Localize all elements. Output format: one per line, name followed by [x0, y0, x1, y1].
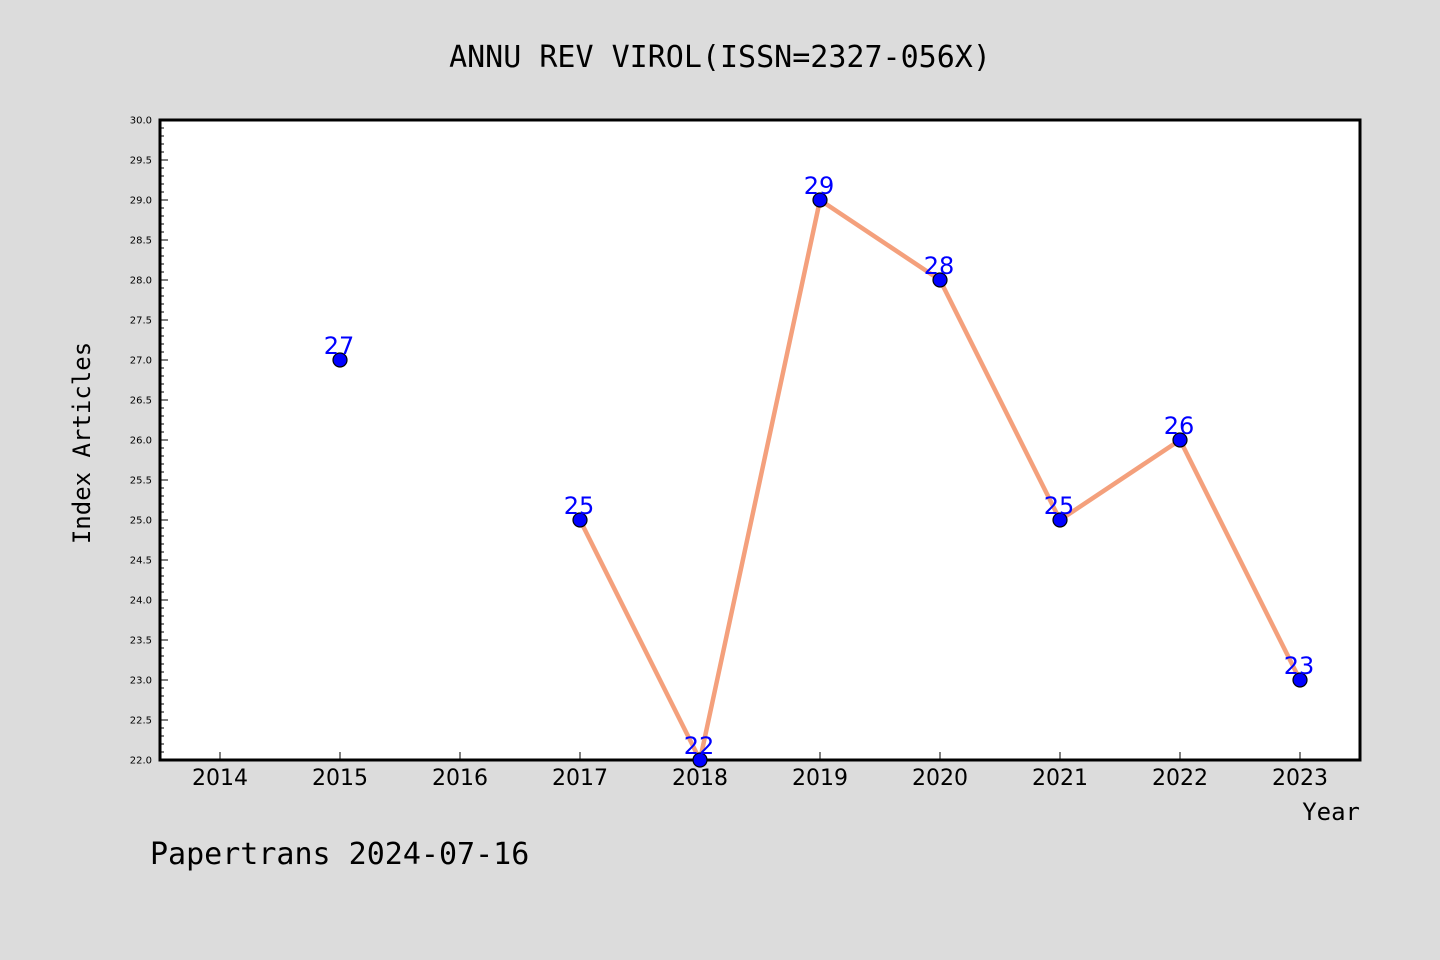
series-line-segment: [817, 197, 943, 283]
data-point: [572, 512, 588, 528]
y-tick-label: 23.5: [130, 636, 152, 647]
series-lines: [577, 197, 1303, 763]
series-line-segment: [1177, 437, 1303, 683]
data-point: [692, 752, 708, 768]
footer-text: Papertrans 2024-07-16: [150, 837, 529, 872]
x-tick-label: 2014: [192, 766, 248, 791]
y-tick-label: 28.5: [130, 236, 152, 247]
data-label: 23: [1284, 652, 1315, 680]
data-label: 26: [1164, 412, 1195, 440]
y-tick-label: 24.0: [130, 596, 152, 607]
data-label: 28: [924, 252, 955, 280]
y-axis: 22.0 22.5 23.0 23.5 24.0 24.5 25.0 25.5 26.0 26.5…: [130, 116, 168, 767]
x-tick-label: 2018: [672, 766, 728, 791]
x-tick-label: 2020: [912, 766, 968, 791]
y-tick-label: 25.0: [130, 516, 152, 527]
y-tick-label: 29.0: [130, 196, 152, 207]
y-tick-label: 30.0: [130, 116, 152, 127]
x-axis-label: Year: [1302, 798, 1360, 826]
data-point: [812, 192, 828, 208]
y-tick-label: 27.0: [130, 356, 152, 367]
series-line-segment: [1057, 437, 1183, 523]
plot-area: [158, 118, 1362, 762]
data-labels: 27 25 22 29 28 25 26 23: [324, 172, 1315, 760]
y-tick-label: 25.5: [130, 476, 152, 487]
data-point: [1172, 432, 1188, 448]
y-tick-label: 29.5: [130, 156, 152, 167]
series-points: [332, 192, 1308, 768]
x-tick-label: 2023: [1272, 766, 1328, 791]
y-tick-label: 26.5: [130, 396, 152, 407]
y-tick-label: 22.0: [130, 756, 152, 767]
data-point: [332, 352, 348, 368]
y-tick-label: 26.0: [130, 436, 152, 447]
x-tick-label: 2019: [792, 766, 848, 791]
data-label: 25: [1044, 492, 1075, 520]
y-tick-label: 27.5: [130, 316, 152, 327]
data-point: [1052, 512, 1068, 528]
y-tick-label: 24.5: [130, 556, 152, 567]
y-tick-label: 22.5: [130, 716, 152, 727]
x-tick-label: 2022: [1152, 766, 1208, 791]
data-point: [1292, 672, 1308, 688]
data-label: 22: [684, 732, 715, 760]
x-tick-label: 2016: [432, 766, 488, 791]
series-line-segment: [577, 517, 703, 763]
y-axis-label: Index Articles: [68, 342, 96, 544]
series-line-segment: [697, 197, 823, 763]
chart-title: ANNU REV VIROL(ISSN=2327-056X): [449, 40, 991, 75]
x-tick-label: 2021: [1032, 766, 1088, 791]
x-tick-label: 2017: [552, 766, 608, 791]
x-tick-label: 2015: [312, 766, 368, 791]
data-label: 29: [804, 172, 835, 200]
y-tick-label: 23.0: [130, 676, 152, 687]
data-point: [932, 272, 948, 288]
series-line-segment: [937, 277, 1063, 523]
y-tick-label: 28.0: [130, 276, 152, 287]
data-label: 25: [564, 492, 595, 520]
x-axis: 2014 2015 2016 2017 2018 2019 2020 2021 2022 2023: [192, 752, 1328, 791]
data-label: 27: [324, 332, 355, 360]
